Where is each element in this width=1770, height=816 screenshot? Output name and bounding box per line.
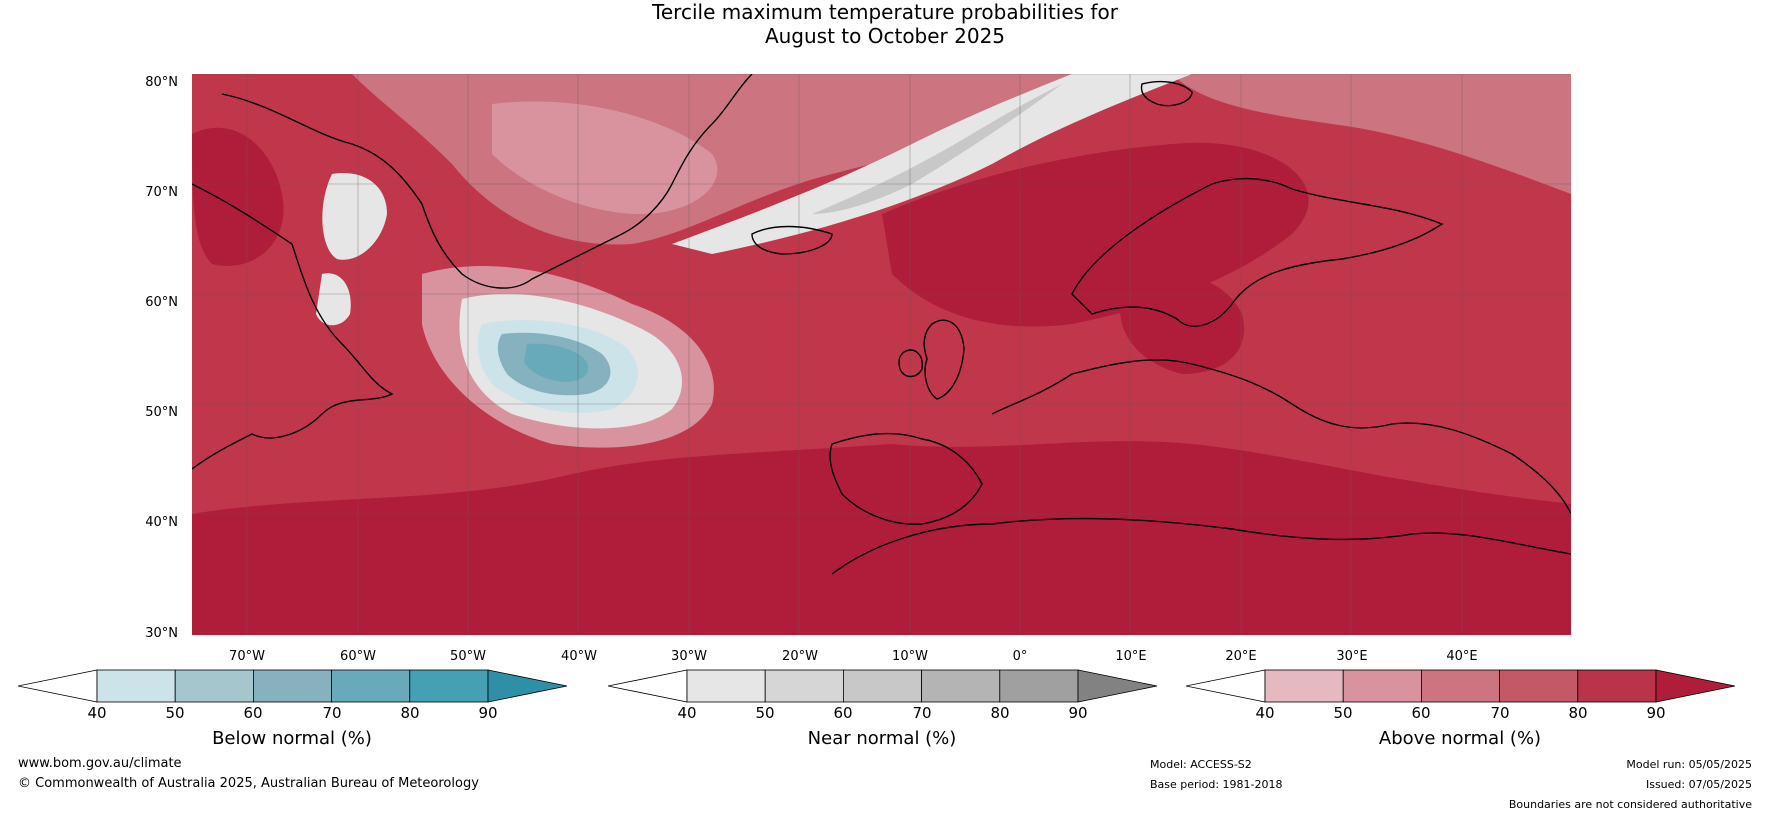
coast-iceland bbox=[751, 225, 833, 255]
coast-britain bbox=[923, 319, 965, 400]
field-above-60-east bbox=[1172, 74, 1571, 194]
legend-near-tick: 40 bbox=[677, 704, 697, 722]
colorbar-below-swatch bbox=[252, 669, 332, 703]
colorbar-above-swatch bbox=[1499, 669, 1579, 703]
coast-africa bbox=[831, 517, 1571, 575]
footer-copyright: © Commonwealth of Australia 2025, Austra… bbox=[18, 776, 479, 791]
colorbar-near-swatch bbox=[686, 669, 766, 703]
colorbar-above-swatch bbox=[1577, 669, 1657, 703]
footer-website: www.bom.gov.au/climate bbox=[18, 756, 182, 771]
lat-label-30n: 30°N bbox=[145, 626, 178, 641]
footer-disclaimer: Boundaries are not considered authoritat… bbox=[1508, 798, 1752, 811]
lon-label-30e: 30°E bbox=[1336, 649, 1368, 664]
colorbar-below-swatch bbox=[174, 669, 254, 703]
colorbar-below-swatch bbox=[409, 669, 489, 703]
colorbar-near-swatch bbox=[842, 669, 922, 703]
legend-above-tick: 50 bbox=[1333, 704, 1353, 722]
graticule bbox=[192, 74, 1571, 635]
coast-canada bbox=[192, 183, 394, 470]
legend-near-tick: 80 bbox=[990, 704, 1010, 722]
map-title: Tercile maximum temperature probabilitie… bbox=[0, 0, 1770, 48]
field-below-80-atlantic bbox=[524, 343, 589, 382]
lat-label-50n: 50°N bbox=[145, 405, 178, 420]
lon-label-40w: 40°W bbox=[561, 649, 597, 664]
coastlines bbox=[192, 74, 1571, 575]
field-above-90-baltic bbox=[1120, 276, 1244, 374]
legend-below-normal: 40 50 60 70 80 90 bbox=[17, 668, 568, 722]
colorbar-near-extend-high bbox=[1077, 669, 1158, 703]
legend-near-normal: 40 50 60 70 80 90 bbox=[607, 668, 1158, 722]
coast-ireland bbox=[898, 349, 923, 378]
footer-model: Model: ACCESS-S2 bbox=[1150, 758, 1252, 771]
legend-below-tick: 70 bbox=[322, 704, 342, 722]
colorbar-above-swatch bbox=[1264, 669, 1344, 703]
field-above-50-arctic bbox=[492, 101, 718, 214]
lon-label-20w: 20°W bbox=[782, 649, 818, 664]
colorbar-near-swatch bbox=[764, 669, 844, 703]
field-above-90-south bbox=[192, 441, 1571, 635]
colorbar-above-extend-low bbox=[1185, 669, 1266, 703]
legend-below-tick: 90 bbox=[478, 704, 498, 722]
colorbar-above-swatch bbox=[1342, 669, 1422, 703]
coast-europe bbox=[991, 359, 1571, 515]
footer-base-period: Base period: 1981-2018 bbox=[1150, 778, 1283, 791]
colorbar-near-swatch bbox=[999, 669, 1079, 703]
legend-near-tick: 90 bbox=[1068, 704, 1088, 722]
colorbar-above bbox=[1185, 669, 1736, 703]
legend-below-tick: 50 bbox=[165, 704, 185, 722]
legend-above-tick: 80 bbox=[1568, 704, 1588, 722]
colorbar-below-extend-high bbox=[487, 669, 568, 703]
legend-below-label: Below normal (%) bbox=[212, 728, 372, 749]
lat-label-70n: 70°N bbox=[145, 185, 178, 200]
lon-label-10e: 10°E bbox=[1115, 649, 1147, 664]
field-near-normal-labrador-2 bbox=[316, 273, 351, 326]
lon-label-40e: 40°E bbox=[1446, 649, 1478, 664]
title-line-2: August to October 2025 bbox=[764, 24, 1006, 48]
coast-scandinavia bbox=[1071, 177, 1444, 327]
colorbar-near-extend-low bbox=[607, 669, 688, 703]
legend-above-tick: 70 bbox=[1490, 704, 1510, 722]
legend-above-normal: 40 50 60 70 80 90 bbox=[1185, 668, 1736, 722]
lon-label-0: 0° bbox=[1012, 649, 1028, 664]
legend-near-label: Near normal (%) bbox=[807, 728, 957, 749]
legend-above-tick: 90 bbox=[1646, 704, 1666, 722]
colorbar-near-swatch bbox=[921, 669, 1001, 703]
colorbar-above-extend-high bbox=[1655, 669, 1736, 703]
lat-label-40n: 40°N bbox=[145, 515, 178, 530]
lat-label-80n: 80°N bbox=[145, 75, 178, 90]
legend-near-tick: 50 bbox=[755, 704, 775, 722]
field-near-normal-streak-core bbox=[812, 84, 1062, 214]
legend-above-label: Above normal (%) bbox=[1378, 728, 1542, 749]
lat-label-60n: 60°N bbox=[145, 295, 178, 310]
map-canvas bbox=[192, 74, 1571, 635]
footer-model-run: Model run: 05/05/2025 bbox=[1626, 758, 1752, 771]
legend-below-tick: 80 bbox=[400, 704, 420, 722]
field-above-90-greenland-west bbox=[192, 127, 284, 266]
lon-label-70w: 70°W bbox=[229, 649, 265, 664]
title-line-1: Tercile maximum temperature probabilitie… bbox=[652, 0, 1118, 24]
field-near-normal-labrador bbox=[322, 173, 387, 260]
colorbar-above-swatch bbox=[1420, 669, 1500, 703]
colorbar-below-extend-low bbox=[17, 669, 98, 703]
legend-near-tick: 60 bbox=[833, 704, 853, 722]
colorbar-below bbox=[17, 669, 568, 703]
lon-label-30w: 30°W bbox=[671, 649, 707, 664]
lon-label-60w: 60°W bbox=[340, 649, 376, 664]
legend-near-tick: 70 bbox=[912, 704, 932, 722]
lon-label-10w: 10°W bbox=[892, 649, 928, 664]
probability-map bbox=[192, 74, 1571, 635]
lon-label-20e: 20°E bbox=[1225, 649, 1257, 664]
lon-label-50w: 50°W bbox=[450, 649, 486, 664]
colorbar-below-swatch bbox=[331, 669, 411, 703]
colorbar-below-swatch bbox=[96, 669, 176, 703]
legend-above-tick: 40 bbox=[1255, 704, 1275, 722]
coast-svalbard bbox=[1140, 80, 1193, 107]
legend-below-tick: 60 bbox=[243, 704, 263, 722]
colorbar-near bbox=[607, 669, 1158, 703]
legend-below-tick: 40 bbox=[87, 704, 107, 722]
coast-greenland bbox=[221, 74, 753, 289]
legend-above-tick: 60 bbox=[1411, 704, 1431, 722]
coast-iberia bbox=[829, 432, 983, 525]
footer-issued: Issued: 07/05/2025 bbox=[1645, 778, 1752, 791]
